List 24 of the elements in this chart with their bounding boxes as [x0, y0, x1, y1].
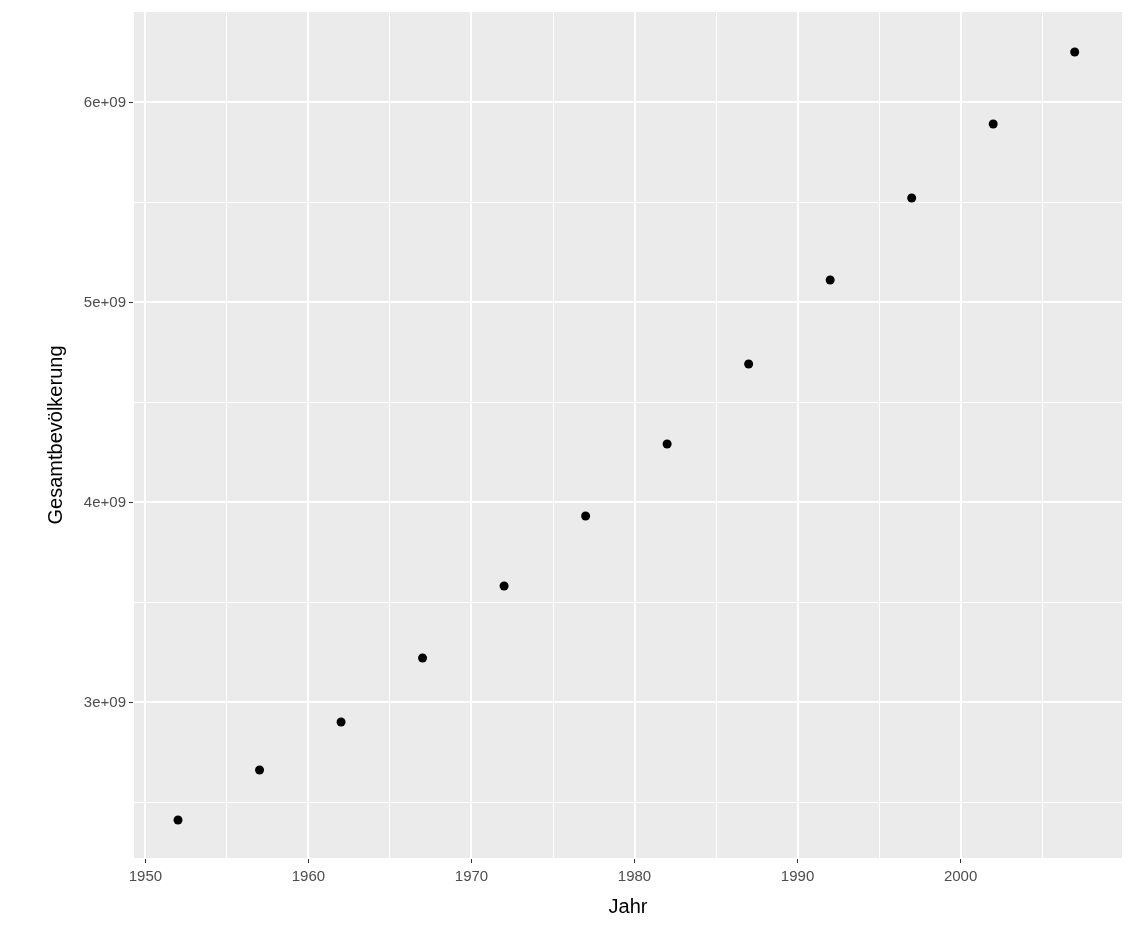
- x-tick-label: 1970: [454, 867, 489, 884]
- point: [255, 765, 265, 775]
- point: [1070, 47, 1080, 57]
- point: [907, 193, 917, 203]
- point: [662, 439, 672, 449]
- y-tick-label: 5e+09: [83, 293, 126, 311]
- point: [418, 653, 428, 663]
- y-tick-label: 6e+09: [83, 93, 126, 111]
- point: [825, 275, 835, 285]
- y-axis-title: Gesamtbevölkerung: [44, 345, 67, 525]
- x-axis-title: Jahr: [608, 894, 648, 917]
- x-tick-label: 2000: [943, 867, 978, 884]
- x-tick-label: 1990: [780, 867, 815, 884]
- x-tick-label: 1980: [617, 867, 652, 884]
- y-tick-label: 3e+09: [83, 693, 126, 711]
- point: [499, 581, 509, 591]
- x-tick-label: 1950: [128, 867, 163, 884]
- point: [744, 359, 754, 369]
- point: [173, 815, 183, 825]
- point: [581, 511, 591, 521]
- x-tick-label: 1960: [291, 867, 326, 884]
- point: [336, 717, 346, 727]
- y-tick-label: 4e+09: [83, 493, 126, 511]
- point: [988, 119, 998, 129]
